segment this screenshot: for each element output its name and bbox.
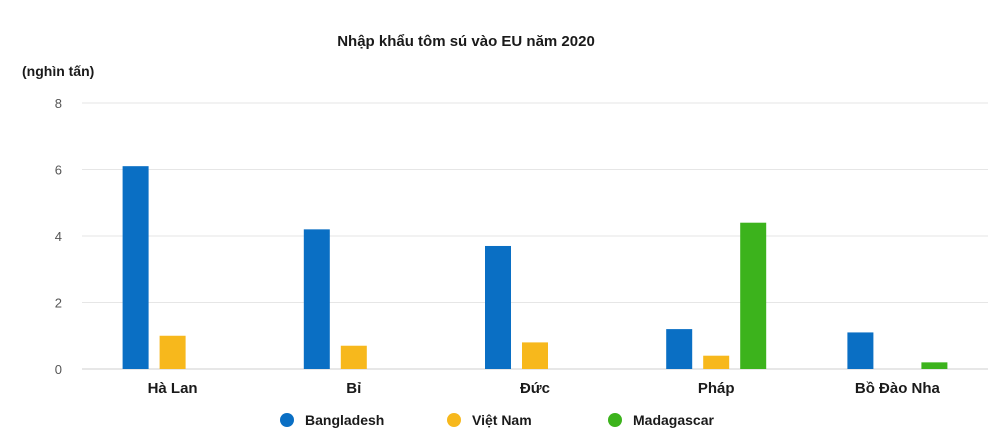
y-tick-label: 8 — [55, 96, 62, 111]
legend-label-0: Bangladesh — [305, 412, 384, 428]
bar-0-1 — [303, 229, 330, 369]
y-tick-label: 6 — [55, 163, 62, 178]
x-tick-label: Pháp — [698, 380, 735, 397]
bar-1-3 — [703, 355, 730, 369]
y-tick-label: 4 — [55, 229, 62, 244]
legend-marker-1 — [447, 413, 461, 427]
x-tick-label: Hà Lan — [148, 380, 198, 397]
bar-2-4 — [921, 362, 948, 369]
y-tick-label: 2 — [55, 296, 62, 311]
bar-0-3 — [666, 329, 693, 369]
legend-label-2: Madagascar — [633, 412, 714, 428]
chart-title: Nhập khẩu tôm sú vào EU năm 2020 — [337, 33, 595, 50]
legend-marker-0 — [280, 413, 294, 427]
y-tick-label: 0 — [55, 362, 62, 377]
bar-0-4 — [847, 332, 874, 369]
legend-marker-2 — [608, 413, 622, 427]
y-axis-label: (nghìn tấn) — [22, 63, 94, 79]
x-tick-labels: Hà Lan Bỉ Đức Pháp Bồ Đào Nha — [148, 380, 941, 397]
x-tick-label: Đức — [520, 380, 550, 397]
grid-layer: 0 2 4 6 8 — [55, 96, 988, 377]
legend: Bangladesh Việt Nam Madagascar — [280, 412, 714, 428]
bar-1-2 — [522, 342, 548, 369]
legend-label-1: Việt Nam — [472, 412, 532, 428]
bar-0-2 — [485, 245, 511, 369]
x-tick-label: Bỉ — [346, 380, 361, 397]
bar-0-0 — [122, 166, 149, 369]
bar-1-0 — [159, 335, 186, 369]
x-tick-label: Bồ Đào Nha — [855, 380, 941, 397]
bar-2-3 — [740, 222, 767, 369]
bars-layer — [122, 166, 948, 369]
bar-1-1 — [340, 345, 367, 369]
